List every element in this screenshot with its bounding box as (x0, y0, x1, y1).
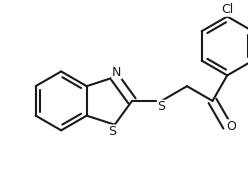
Text: S: S (158, 100, 166, 113)
Text: N: N (112, 66, 121, 79)
Text: Cl: Cl (221, 3, 233, 16)
Text: S: S (108, 125, 116, 138)
Text: O: O (226, 120, 236, 133)
